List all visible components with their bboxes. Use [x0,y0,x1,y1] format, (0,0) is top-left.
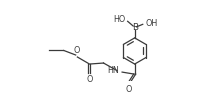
Text: O: O [73,47,80,55]
Text: B: B [132,23,138,32]
Text: O: O [86,75,93,84]
Text: O: O [126,85,132,94]
Text: HN: HN [107,66,119,75]
Text: HO: HO [113,15,125,24]
Text: OH: OH [145,19,157,28]
